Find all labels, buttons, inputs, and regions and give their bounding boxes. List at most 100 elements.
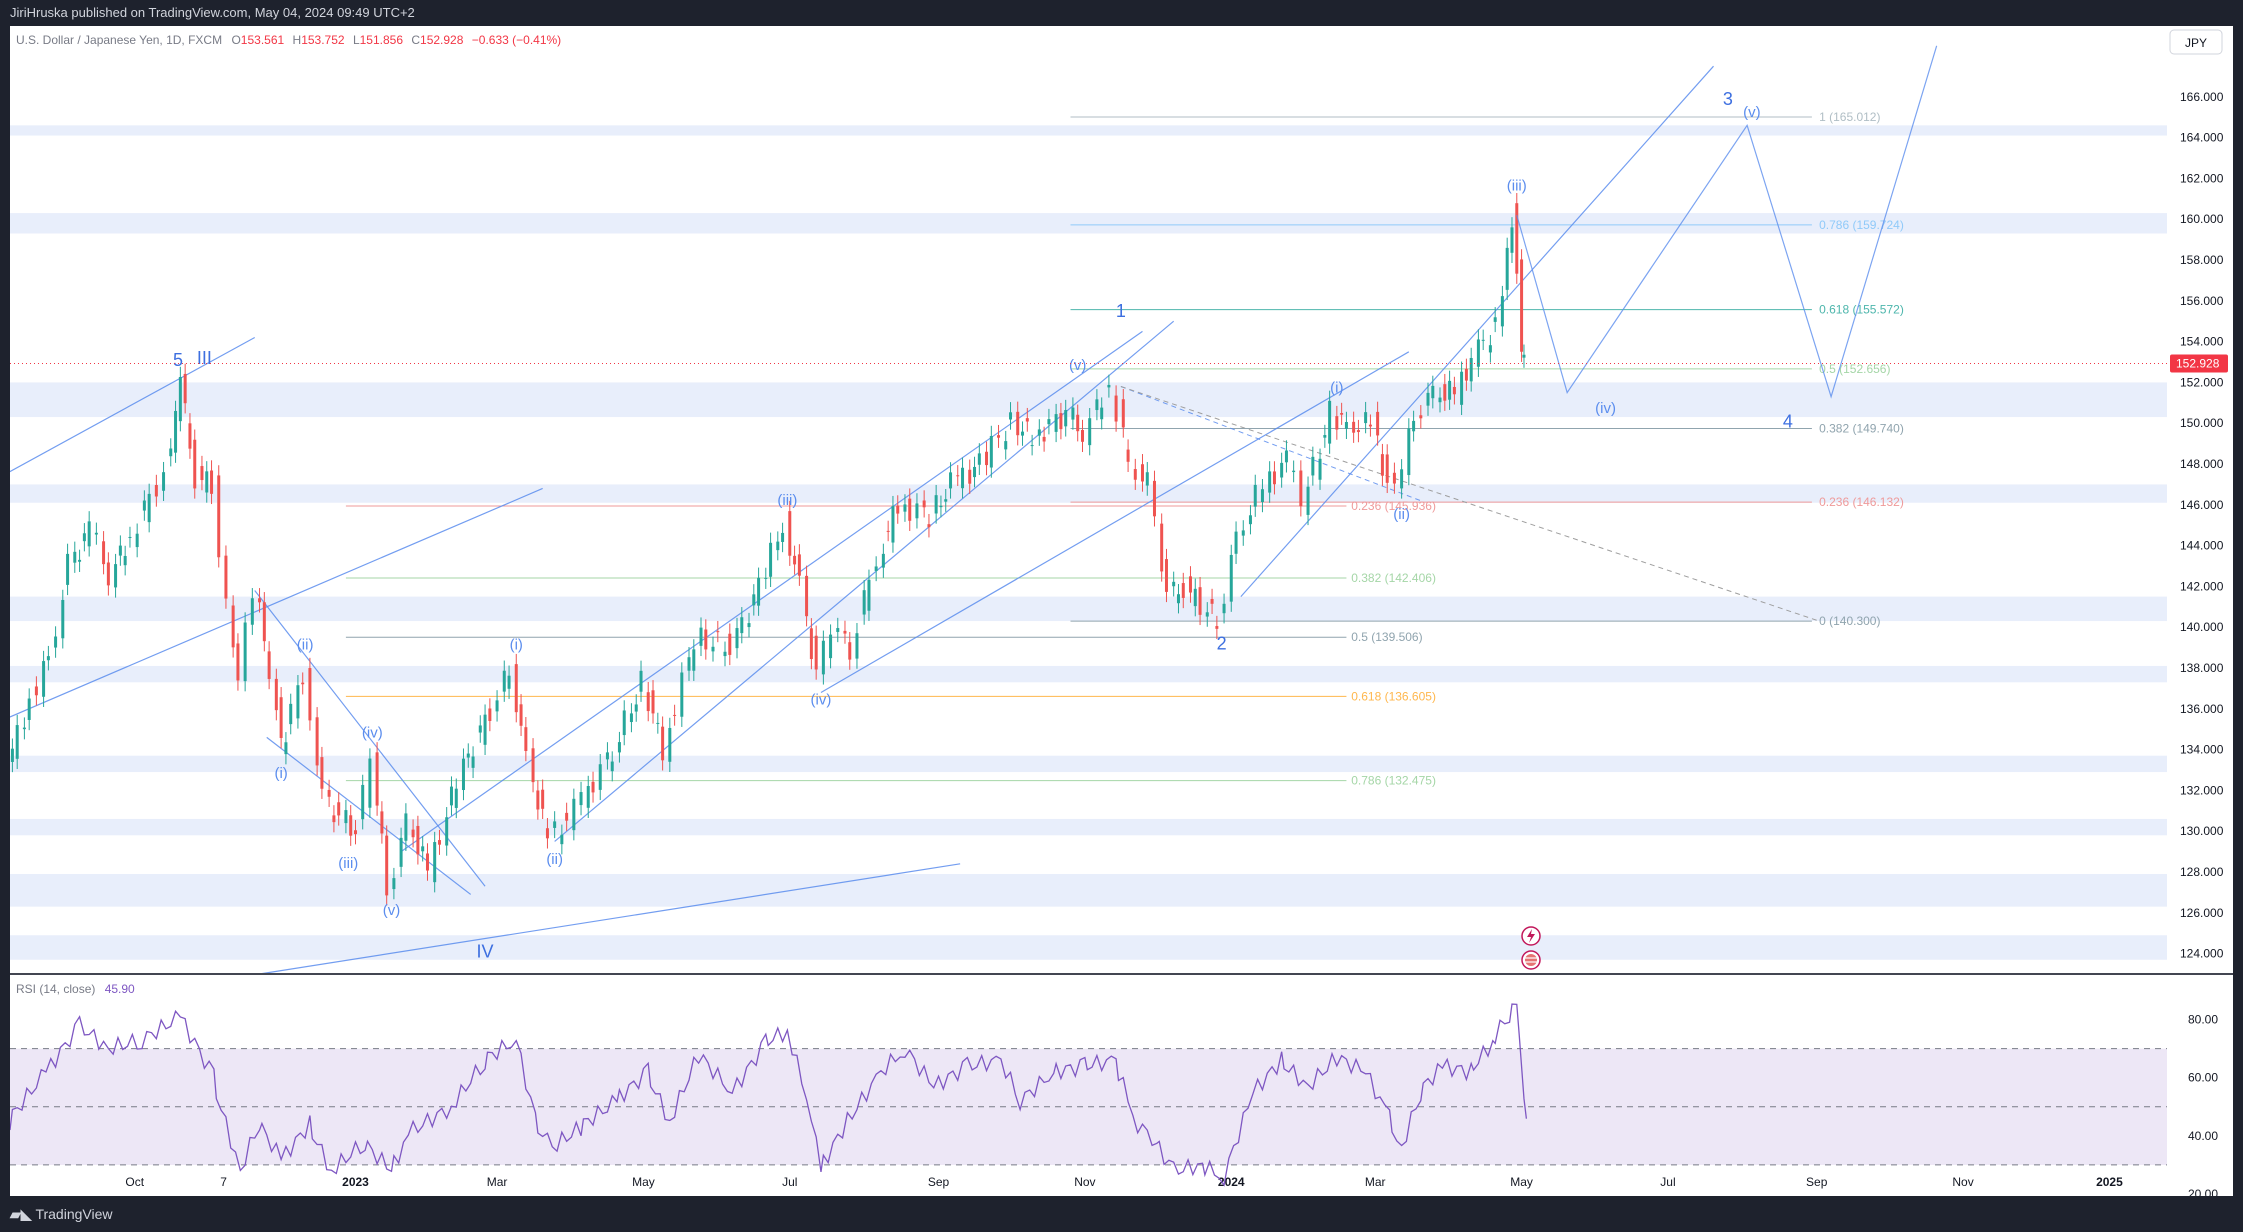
candle[interactable] (1210, 598, 1214, 604)
candle[interactable] (1364, 412, 1368, 424)
candle[interactable] (267, 651, 271, 679)
support-resistance-zone[interactable] (10, 818, 2167, 836)
candle[interactable] (454, 788, 458, 808)
candle[interactable] (821, 640, 825, 675)
candle[interactable] (740, 617, 744, 634)
candle[interactable] (188, 423, 192, 449)
candle[interactable] (1284, 450, 1288, 463)
support-resistance-zone[interactable] (10, 935, 2167, 960)
candle[interactable] (262, 602, 266, 642)
candle[interactable] (1172, 581, 1176, 587)
candle[interactable] (764, 577, 768, 579)
candle[interactable] (968, 469, 972, 484)
wave-label[interactable]: 1 (1116, 301, 1126, 321)
candle[interactable] (829, 634, 833, 659)
candle[interactable] (1481, 339, 1485, 341)
candle[interactable] (944, 499, 948, 502)
candle[interactable] (385, 835, 389, 896)
candle[interactable] (507, 675, 511, 689)
candle[interactable] (776, 541, 780, 551)
candle[interactable] (1318, 458, 1322, 480)
candle[interactable] (1464, 368, 1468, 381)
candle[interactable] (502, 670, 506, 692)
candle[interactable] (1515, 203, 1519, 274)
candle[interactable] (87, 521, 91, 547)
candle[interactable] (289, 703, 293, 725)
candle[interactable] (178, 376, 182, 422)
candle[interactable] (886, 530, 890, 532)
candle[interactable] (519, 704, 523, 726)
candle[interactable] (118, 545, 122, 556)
candle[interactable] (1100, 407, 1104, 420)
candle[interactable] (1510, 227, 1514, 253)
candle[interactable] (46, 656, 50, 661)
candle[interactable] (1385, 454, 1389, 483)
candle[interactable] (514, 664, 518, 713)
candle[interactable] (541, 789, 545, 809)
candle[interactable] (610, 761, 614, 772)
candle[interactable] (217, 475, 221, 558)
candle[interactable] (1030, 445, 1034, 447)
candle[interactable] (915, 503, 919, 519)
candle[interactable] (716, 631, 720, 633)
candle[interactable] (114, 564, 118, 588)
candle[interactable] (1520, 259, 1524, 352)
candle[interactable] (617, 742, 621, 753)
candle[interactable] (723, 651, 727, 657)
candle[interactable] (495, 700, 499, 712)
wave-label[interactable]: (ii) (546, 851, 563, 868)
candle[interactable] (1500, 296, 1504, 327)
candle[interactable] (445, 817, 449, 846)
candle[interactable] (135, 533, 139, 548)
candle[interactable] (805, 575, 809, 617)
candle[interactable] (236, 643, 240, 681)
support-resistance-zone[interactable] (10, 874, 2167, 907)
candle[interactable] (1004, 441, 1008, 450)
candle[interactable] (881, 553, 885, 568)
candle[interactable] (867, 579, 871, 611)
wave-label[interactable]: (iv) (1595, 400, 1616, 417)
rsi-line[interactable] (10, 1003, 1528, 1187)
candle[interactable] (797, 554, 801, 576)
wave-label[interactable]: (ii) (1393, 506, 1410, 523)
dashed-target-line[interactable] (1120, 386, 1820, 622)
candle[interactable] (61, 599, 65, 639)
candle[interactable] (961, 467, 965, 489)
candle[interactable] (1392, 472, 1396, 484)
candle[interactable] (354, 830, 358, 835)
candle[interactable] (699, 627, 703, 646)
candle[interactable] (349, 815, 353, 836)
candle[interactable] (1400, 469, 1404, 489)
candle[interactable] (380, 811, 384, 834)
candle[interactable] (224, 555, 228, 599)
trend-line[interactable] (1240, 65, 1714, 597)
candle[interactable] (73, 551, 77, 563)
candle[interactable] (1088, 418, 1092, 446)
candle[interactable] (997, 435, 1001, 438)
candle[interactable] (1299, 470, 1303, 507)
candle[interactable] (174, 410, 178, 453)
candle[interactable] (1021, 431, 1025, 436)
candle[interactable] (142, 500, 146, 511)
candle[interactable] (598, 764, 602, 790)
candle[interactable] (1452, 386, 1456, 395)
candle[interactable] (939, 505, 943, 508)
candle[interactable] (1076, 414, 1080, 432)
candle[interactable] (205, 471, 209, 493)
candle[interactable] (1234, 531, 1238, 554)
candle[interactable] (977, 453, 981, 465)
candle[interactable] (34, 686, 38, 696)
rsi-pane[interactable]: 20.00 40.00 60.00 80.00 Oct 7 2023 Mar May Jul Sep… (10, 1003, 2218, 1196)
candle[interactable] (922, 500, 926, 508)
candle[interactable] (123, 555, 127, 566)
candle[interactable] (102, 541, 106, 565)
candle[interactable] (560, 834, 564, 845)
candle[interactable] (814, 635, 818, 670)
candle[interactable] (1133, 469, 1137, 480)
candle[interactable] (793, 555, 797, 565)
trend-line[interactable] (10, 336, 256, 475)
candle[interactable] (483, 714, 487, 745)
candle[interactable] (437, 840, 441, 845)
wave-label[interactable]: (i) (274, 765, 287, 782)
candle[interactable] (651, 690, 655, 714)
